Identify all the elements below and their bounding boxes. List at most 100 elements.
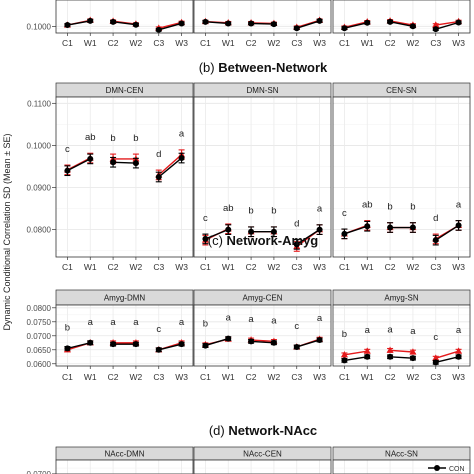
significance-letter: a [271,315,277,326]
x-tick-label: C2 [385,262,396,272]
significance-letter: b [133,133,138,144]
data-point-red [363,347,371,354]
panel-border [332,0,471,34]
significance-letter: a [88,317,94,328]
data-point-black [87,155,94,162]
significance-letter: b [342,329,347,340]
x-tick-label: C3 [153,262,164,272]
significance-letter: a [456,199,462,210]
significance-letter: ab [85,132,96,143]
data-point-black [270,339,277,346]
panel-strip-label: CEN-SN [386,86,417,95]
x-tick-label: C1 [200,262,211,272]
y-tick-label: 0.1000 [27,23,52,32]
series-line-black [296,339,320,348]
data-point-black [341,25,348,32]
series-line-black [344,225,368,235]
series-line-red [158,21,182,29]
panel-border [193,304,332,367]
series-line-red [67,157,91,171]
data-point-black [364,353,371,360]
x-tick-label: C2 [108,372,119,382]
significance-letter: b [248,206,253,217]
significance-letter: c [433,332,438,343]
section-title-prefix: (d) [209,423,229,438]
panel-border [193,96,332,258]
panel-background [56,460,193,474]
data-point-black [341,357,348,364]
series-line-black [158,343,182,351]
panel-strip-label: NAcc-SN [385,450,418,459]
series-line-black [113,161,136,164]
chart-sections: 0.1000 C1 W1 C2 W2 C3 W3 C1 W1 C2 W2 C3 W3 C1 W1 C2 W2 C3… [27,0,471,474]
significance-letter: a [410,326,416,337]
section-title-prefix: (b) [199,60,219,75]
section-2: (c) Network-Amyg 0.0600 0.0650 0.0700 0.0750… [27,233,471,382]
data-point-black [132,160,139,167]
x-tick-label: C2 [108,38,119,48]
x-tick-label: W3 [452,262,465,272]
significance-letter: a [226,313,232,324]
significance-letter: d [156,149,161,160]
x-tick-label: W2 [407,372,420,382]
data-point-black [87,339,94,346]
x-tick-label: W3 [175,372,188,382]
x-tick-label: W1 [361,372,374,382]
x-tick-label: W3 [313,262,326,272]
data-point-black [202,342,209,349]
significance-letter: ab [362,199,373,210]
panel-border [55,459,194,474]
data-point-black [248,228,255,235]
section-0: 0.1000 C1 W1 C2 W2 C3 W3 C1 W1 C2 W2 C3 W3 C1 W1 C2 W2 C3… [27,0,471,48]
x-tick-label: W2 [407,262,420,272]
panel-NAcc-CEN: NAcc-CEN [193,446,332,474]
series-line-black [205,337,229,347]
panel-Amyg-SN: Amyg-SN b a a a c a C1 W1 C2 W2 C3 W3 [332,289,471,382]
panel-strip-label: DMN-SN [247,86,279,95]
panel-top-1: C1 W1 C2 W2 C3 W3 [193,0,332,48]
data-point-black [409,224,416,231]
data-point-red [455,347,463,354]
x-tick-label: C3 [430,38,441,48]
x-tick-label: C3 [430,372,441,382]
panel-border [332,96,471,258]
panel-background [56,97,193,257]
panel-border [193,0,332,34]
data-point-black [132,341,139,348]
data-point-black [64,167,71,174]
data-point-black [432,237,439,244]
y-tick-label: 0.1000 [27,141,52,150]
x-tick-label: C3 [291,262,302,272]
section-title-text: Network-NAcc [228,423,317,438]
data-point-black [225,335,232,342]
data-point-black [316,17,323,24]
significance-letter: d [294,218,299,229]
x-tick-label: C1 [62,372,73,382]
series-line-black [344,22,368,29]
x-tick-label: C2 [108,262,119,272]
section-title-text: Between-Network [218,60,328,75]
data-point-black [364,19,371,26]
x-tick-label: W1 [222,38,235,48]
data-point-black [202,18,209,25]
x-tick-label: W1 [361,262,374,272]
series-line-black [112,21,137,26]
panel-Amyg-DMN: Amyg-DMN b a a a c a C1 W1 C2 W2 C3 W3 [55,289,194,382]
series-line-black [158,157,183,178]
significance-letter: ab [223,203,234,214]
legend: CON [428,465,465,473]
series-line-black [389,21,414,27]
data-point-red [432,21,440,28]
y-tick-label: 0.0800 [27,304,52,313]
significance-letter: a [248,314,254,325]
panel-border [193,459,332,474]
series-line-black [205,228,229,240]
significance-letter: c [156,324,161,335]
significance-letter: a [387,324,393,335]
significance-letter: b [387,202,392,213]
panel-background [333,97,470,257]
series-line-black [67,342,91,350]
section-title: (d) Network-NAcc [209,423,317,438]
data-point-black [293,241,300,248]
x-tick-label: C2 [246,262,257,272]
